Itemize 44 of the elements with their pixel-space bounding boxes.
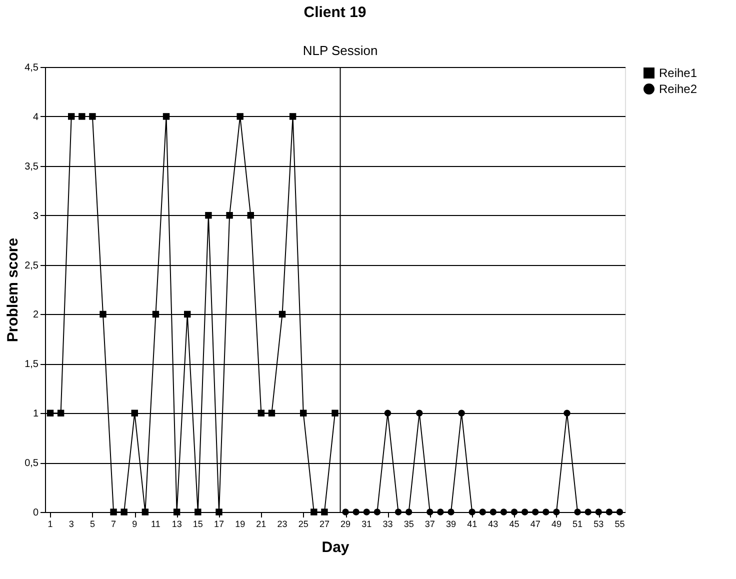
- y-tick-label: 3: [32, 210, 39, 222]
- x-tick-label: 13: [172, 519, 182, 529]
- x-tick-label: 1: [48, 519, 53, 529]
- y-tick-label: 1,5: [24, 359, 39, 370]
- x-tick-label: 23: [277, 519, 288, 529]
- x-tick-label: 45: [509, 519, 520, 529]
- legend-label: Reihe2: [659, 82, 698, 96]
- x-tick-label: 51: [572, 519, 583, 529]
- legend-label: Reihe1: [659, 66, 698, 80]
- x-tick-label: 53: [594, 519, 604, 529]
- x-tick-label: 43: [488, 519, 498, 529]
- x-tick-label: 55: [614, 519, 625, 529]
- chart-title: Client 19: [304, 4, 366, 21]
- x-tick-label: 49: [551, 519, 562, 529]
- x-tick-label: 25: [298, 519, 308, 529]
- x-tick-label: 11: [151, 519, 160, 529]
- x-tick-label: 33: [382, 519, 393, 529]
- x-tick-label: 19: [235, 519, 246, 529]
- ref-line-label: NLP Session: [302, 43, 378, 58]
- x-tick-label: 29: [340, 519, 351, 529]
- y-tick-label: 4,5: [24, 62, 39, 74]
- x-tick-label: 37: [424, 519, 435, 529]
- x-tick-label: 5: [90, 519, 95, 529]
- y-tick-label: 2,5: [24, 260, 39, 272]
- x-tick-label: 7: [111, 519, 116, 529]
- y-tick-label: 0: [32, 508, 39, 518]
- x-tick-label: 17: [214, 519, 224, 529]
- y-tick-label: 0,5: [24, 458, 39, 470]
- x-tick-label: 35: [404, 519, 414, 529]
- x-tick-label: 27: [319, 519, 330, 529]
- x-tick-label: 21: [256, 519, 266, 529]
- y-tick-label: 3,5: [24, 161, 39, 172]
- y-tick-label: 2: [32, 310, 39, 321]
- x-tick-label: 3: [68, 519, 74, 529]
- x-axis-title: Day: [322, 539, 350, 556]
- x-tick-label: 9: [132, 519, 138, 529]
- y-tick-label: 1: [32, 408, 39, 420]
- x-tick-label: 41: [467, 519, 478, 529]
- y-axis-title: Problem score: [4, 238, 22, 342]
- x-tick-label: 39: [446, 519, 456, 529]
- y-tick-label: 4: [32, 112, 39, 123]
- x-tick-label: 15: [192, 519, 203, 529]
- x-tick-label: 47: [530, 519, 540, 529]
- x-tick-label: 31: [362, 519, 372, 529]
